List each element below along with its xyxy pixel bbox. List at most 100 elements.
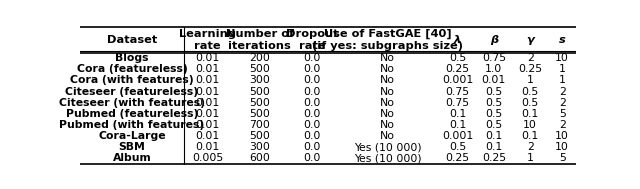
Text: Yes (10 000): Yes (10 000) [354,142,421,152]
Text: Learning
rate: Learning rate [179,29,236,51]
Text: 0.5: 0.5 [522,98,539,108]
Text: Cora (with features): Cora (with features) [70,75,194,85]
Text: 0.0: 0.0 [303,64,321,74]
Text: 0.5: 0.5 [485,120,502,130]
Text: 500: 500 [250,87,270,97]
Text: 10: 10 [555,53,569,63]
Text: Number of
iterations: Number of iterations [226,29,294,51]
Text: 0.01: 0.01 [195,120,220,130]
Text: No: No [380,120,395,130]
Text: 0.25: 0.25 [518,64,542,74]
Text: 0.75: 0.75 [445,98,470,108]
Text: 0.25: 0.25 [445,153,470,163]
Text: 0.001: 0.001 [442,75,473,85]
Text: 0.75: 0.75 [445,87,470,97]
Text: 0.75: 0.75 [482,53,506,63]
Text: 0.01: 0.01 [195,142,220,152]
Text: s: s [559,35,566,45]
Text: γ: γ [526,35,534,45]
Text: 200: 200 [250,53,270,63]
Text: 0.01: 0.01 [195,131,220,141]
Text: Dropout
rate: Dropout rate [285,29,339,51]
Text: 500: 500 [250,109,270,119]
Text: 0.5: 0.5 [485,98,502,108]
Text: 0.0: 0.0 [303,142,321,152]
Text: 0.25: 0.25 [482,153,506,163]
Text: 600: 600 [250,153,270,163]
Text: 0.5: 0.5 [522,87,539,97]
Text: No: No [380,131,395,141]
Text: 0.25: 0.25 [445,64,470,74]
Text: 500: 500 [250,131,270,141]
Text: 0.5: 0.5 [485,87,502,97]
Text: 10: 10 [523,120,537,130]
Text: 0.1: 0.1 [449,120,466,130]
Text: 1: 1 [527,75,534,85]
Text: 1: 1 [559,64,566,74]
Text: No: No [380,75,395,85]
Text: 0.5: 0.5 [449,53,466,63]
Text: 0.01: 0.01 [195,98,220,108]
Text: 0.1: 0.1 [522,109,539,119]
Text: λ: λ [454,35,461,45]
Text: 700: 700 [250,120,270,130]
Text: 500: 500 [250,98,270,108]
Text: 0.1: 0.1 [522,131,539,141]
Text: 0.0: 0.0 [303,87,321,97]
Text: No: No [380,87,395,97]
Text: 10: 10 [555,131,569,141]
Text: 0.5: 0.5 [449,142,466,152]
Text: 0.0: 0.0 [303,120,321,130]
Text: 2: 2 [559,120,566,130]
Text: Use of FastGAE [40]
(if yes: subgraphs size): Use of FastGAE [40] (if yes: subgraphs s… [312,29,463,51]
Text: Blogs: Blogs [115,53,148,63]
Text: 1.0: 1.0 [485,64,502,74]
Text: 0.01: 0.01 [482,75,506,85]
Text: 2: 2 [559,87,566,97]
Text: Citeseer (featureless): Citeseer (featureless) [65,87,198,97]
Text: Citeseer (with features): Citeseer (with features) [59,98,205,108]
Text: 0.0: 0.0 [303,153,321,163]
Text: No: No [380,53,395,63]
Text: β: β [490,35,498,45]
Text: 0.01: 0.01 [195,75,220,85]
Text: SBM: SBM [118,142,145,152]
Text: 0.0: 0.0 [303,131,321,141]
Text: 0.5: 0.5 [485,109,502,119]
Text: 0.1: 0.1 [485,142,502,152]
Text: 0.01: 0.01 [195,109,220,119]
Text: 0.01: 0.01 [195,64,220,74]
Text: 500: 500 [250,64,270,74]
Text: 0.01: 0.01 [195,87,220,97]
Text: 0.1: 0.1 [449,109,466,119]
Text: 0.1: 0.1 [485,131,502,141]
Text: Album: Album [113,153,152,163]
Text: 1: 1 [559,75,566,85]
Text: 5: 5 [559,109,566,119]
Text: 0.0: 0.0 [303,109,321,119]
Text: 0.005: 0.005 [192,153,223,163]
Text: 0.001: 0.001 [442,131,473,141]
Text: Cora (featureless): Cora (featureless) [77,64,188,74]
Text: Dataset: Dataset [107,35,157,45]
Text: Yes (10 000): Yes (10 000) [354,153,421,163]
Text: 10: 10 [555,142,569,152]
Text: Cora-Large: Cora-Large [98,131,166,141]
Text: 5: 5 [559,153,566,163]
Text: 0.0: 0.0 [303,75,321,85]
Text: 300: 300 [250,142,270,152]
Text: 1: 1 [527,153,534,163]
Text: 300: 300 [250,75,270,85]
Text: No: No [380,109,395,119]
Text: 2: 2 [527,142,534,152]
Text: 0.01: 0.01 [195,53,220,63]
Text: 0.0: 0.0 [303,53,321,63]
Text: No: No [380,98,395,108]
Text: 2: 2 [527,53,534,63]
Text: Pubmed (featureless): Pubmed (featureless) [66,109,198,119]
Text: Pubmed (with features): Pubmed (with features) [60,120,205,130]
Text: No: No [380,64,395,74]
Text: 0.0: 0.0 [303,98,321,108]
Text: 2: 2 [559,98,566,108]
